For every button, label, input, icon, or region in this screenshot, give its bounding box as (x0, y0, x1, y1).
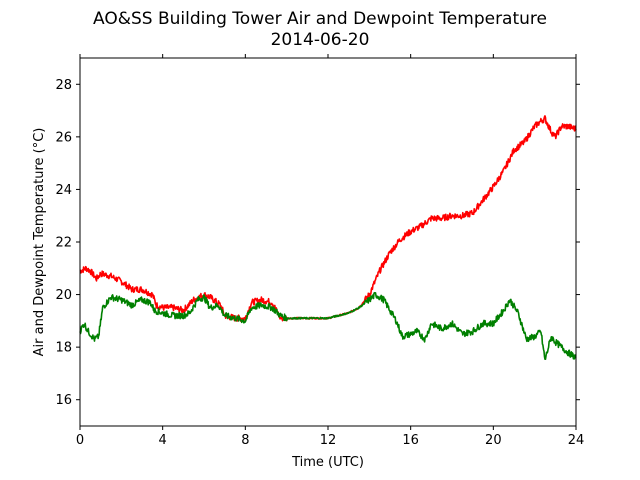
y-tick-label: 24 (55, 183, 72, 198)
y-axis-ticks: 16 18 20 22 24 26 28 (55, 78, 580, 408)
x-tick-label: 8 (241, 433, 249, 448)
series-layer (79, 115, 577, 360)
y-tick-label: 20 (55, 288, 72, 303)
y-tick-label: 28 (55, 78, 72, 93)
x-tick-label: 0 (76, 433, 84, 448)
chart-subtitle: 2014-06-20 (271, 30, 370, 50)
series-line-1 (79, 291, 577, 360)
x-axis-ticks: 0 4 8 12 16 20 24 (76, 54, 584, 448)
x-tick-label: 12 (320, 433, 337, 448)
x-tick-label: 16 (402, 433, 419, 448)
x-tick-label: 4 (159, 433, 167, 448)
plot-area (80, 58, 576, 426)
x-tick-label: 20 (485, 433, 502, 448)
x-axis-label: Time (UTC) (291, 455, 364, 470)
plot-frame (79, 57, 577, 427)
y-axis-label: Air and Dewpoint Temperature (°C) (32, 128, 47, 357)
y-tick-label: 26 (55, 130, 72, 145)
chart-title: AO&SS Building Tower Air and Dewpoint Te… (93, 9, 547, 29)
y-tick-label: 18 (55, 341, 72, 356)
x-tick-label: 24 (568, 433, 585, 448)
y-tick-label: 22 (55, 236, 72, 251)
y-tick-label: 16 (55, 393, 72, 408)
